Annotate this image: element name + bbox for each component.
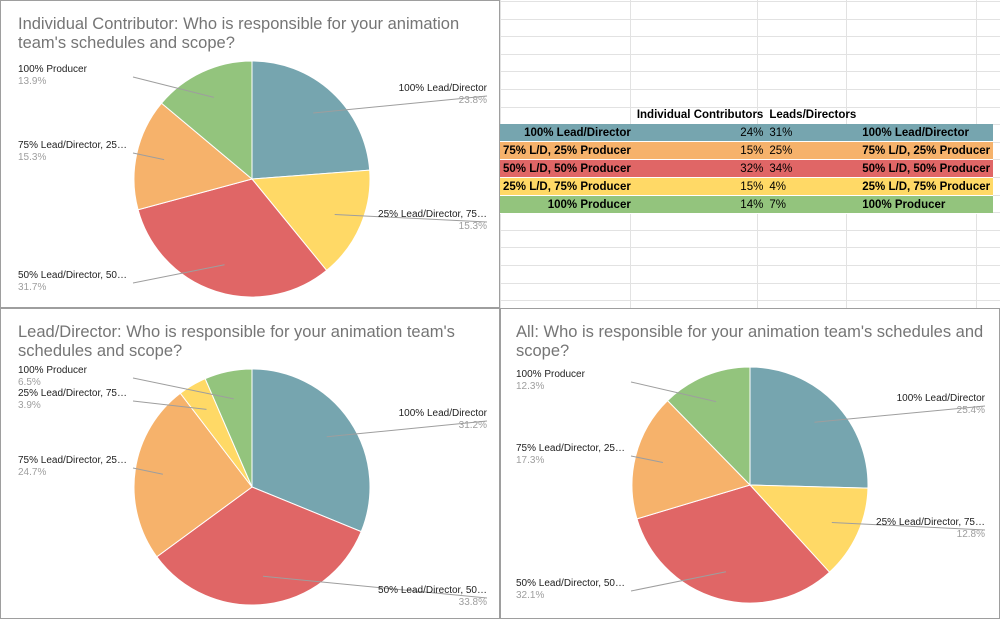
pie-slice[interactable] [160, 60, 253, 181]
table-row: 100% Lead/Director 24% 31% 100% Lead/Direct… [500, 124, 994, 142]
row-label: 50% L/D, 50% Producer [500, 159, 634, 178]
slice-percent: 17.3% [516, 455, 544, 466]
row-label-repeat: 100% Lead/Director [859, 124, 994, 142]
slice-percent: 32.1% [516, 590, 544, 601]
individual-contributors-value: 24% [633, 124, 767, 142]
slice-label: 100% Lead/Director [897, 393, 986, 404]
slice-percent: 23.8% [459, 95, 487, 106]
leader-line [630, 455, 663, 463]
leader-line [132, 467, 164, 475]
leader-line [262, 575, 488, 599]
pie-slice[interactable] [204, 368, 253, 488]
leads-directors-value: 34% [766, 159, 860, 178]
chart-all: All: Who is responsible for your animati… [500, 308, 1000, 619]
slice-label: 50% Lead/Director, 50… [18, 270, 127, 281]
pie-slice[interactable] [748, 484, 869, 573]
slice-percent: 15.3% [18, 152, 46, 163]
slice-percent: 25.4% [957, 405, 985, 416]
pie-slice[interactable] [636, 484, 831, 604]
table-row: 75% L/D, 25% Producer 15% 25% 75% L/D, 25% … [500, 141, 994, 160]
leader-line [132, 76, 215, 98]
slice-label: 25% Lead/Director, 75… [378, 209, 487, 220]
leader-line [313, 95, 488, 114]
chart-title: Lead/Director: Who is responsible for yo… [18, 323, 455, 360]
slice-label: 50% Lead/Director, 50… [516, 578, 625, 589]
slice-label: 100% Producer [18, 64, 88, 75]
row-label: 100% Producer [500, 195, 634, 214]
slice-percent: 6.5% [18, 377, 41, 388]
row-label-repeat: 75% L/D, 25% Producer [859, 141, 994, 160]
leads-directors-value: 4% [766, 177, 860, 196]
leader-line [334, 214, 488, 223]
slice-percent: 3.9% [18, 400, 41, 411]
leader-line [814, 405, 986, 423]
table-row: 25% L/D, 75% Producer 15% 4% 25% L/D, 75% P… [500, 177, 994, 196]
leader-line [132, 152, 165, 161]
slice-label: 75% Lead/Director, 25… [516, 443, 625, 454]
row-label-repeat: 50% L/D, 50% Producer [859, 159, 994, 178]
leader-line [132, 400, 207, 410]
pie-slice[interactable] [251, 368, 371, 533]
spreadsheet: Individual Contributors Leads/Directors … [500, 0, 1000, 308]
leads-directors-value: 25% [766, 141, 860, 160]
slice-percent: 24.7% [18, 467, 46, 478]
individual-contributors-value: 15% [633, 177, 767, 196]
slice-label: 25% Lead/Director, 75… [876, 517, 985, 528]
slice-label: 25% Lead/Director, 75… [18, 388, 127, 399]
slice-label: 100% Producer [516, 369, 586, 380]
slice-percent: 31.7% [18, 282, 46, 293]
header-leads-directors: Leads/Directors [769, 109, 857, 121]
leader-line [630, 381, 717, 403]
chart-lead-director: Lead/Director: Who is responsible for yo… [0, 308, 500, 619]
chart-title: Individual Contributor: Who is responsib… [18, 15, 460, 52]
slice-label: 75% Lead/Director, 25… [18, 455, 127, 466]
leader-line [326, 420, 488, 438]
row-label: 100% Lead/Director [500, 124, 634, 142]
header-individual-contributors: Individual Contributors [636, 109, 764, 121]
pie-slice[interactable] [251, 60, 371, 180]
row-label-repeat: 25% L/D, 75% Producer [859, 177, 994, 196]
slice-percent: 13.9% [18, 76, 46, 87]
leader-line [132, 377, 234, 400]
row-label: 25% L/D, 75% Producer [500, 177, 634, 196]
slice-percent: 12.8% [957, 529, 985, 540]
individual-contributors-value: 15% [633, 141, 767, 160]
leads-directors-value: 7% [766, 195, 860, 214]
data-table: Individual Contributors Leads/Directors … [500, 106, 994, 214]
individual-contributors-value: 32% [633, 159, 767, 178]
pie-slice[interactable] [156, 486, 362, 606]
header-cell [859, 106, 993, 124]
pie-slice[interactable] [749, 366, 869, 489]
leader-line [831, 522, 986, 531]
slice-percent: 31.2% [459, 420, 487, 431]
chart-individual-contributor: Individual Contributor: Who is responsib… [0, 0, 500, 308]
row-label: 75% L/D, 25% Producer [500, 141, 634, 160]
pie-slice[interactable] [631, 399, 751, 520]
slice-label: 100% Lead/Director [399, 83, 488, 94]
slice-percent: 15.3% [459, 221, 487, 232]
individual-contributors-value: 14% [633, 195, 767, 214]
pie-slice[interactable] [666, 366, 751, 487]
slice-label: 100% Lead/Director [399, 408, 488, 419]
chart-title: All: Who is responsible for your animati… [516, 323, 984, 360]
slice-label: 50% Lead/Director, 50… [378, 585, 487, 596]
slice-label: 75% Lead/Director, 25… [18, 140, 127, 151]
slice-label: 100% Producer [18, 365, 88, 376]
header-cell [500, 106, 634, 124]
pie-slice[interactable] [251, 169, 371, 272]
header-row: Individual Contributors Leads/Directors [500, 106, 993, 124]
slice-percent: 12.3% [516, 381, 544, 392]
leads-directors-value: 31% [766, 124, 860, 142]
table-row: 50% L/D, 50% Producer 32% 34% 50% L/D, 50% … [500, 159, 994, 178]
pie-slice[interactable] [133, 392, 253, 558]
leader-line [132, 264, 225, 284]
slice-percent: 33.8% [459, 597, 487, 608]
row-label-repeat: 100% Producer [859, 195, 994, 214]
pie-slice[interactable] [137, 178, 328, 298]
leader-line [630, 571, 727, 592]
table-row: 100% Producer 14% 7% 100% Producer [500, 195, 994, 214]
